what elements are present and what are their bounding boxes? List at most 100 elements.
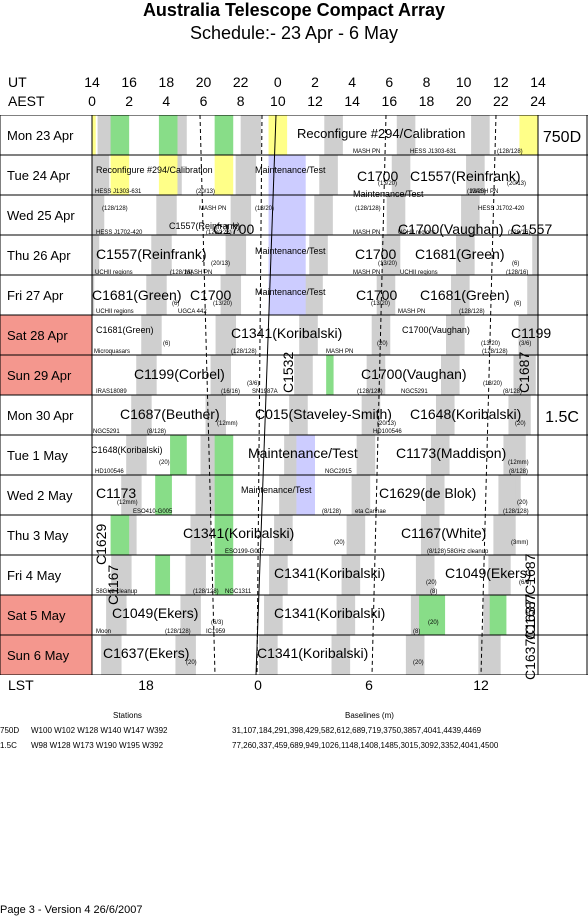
time-band (314, 195, 333, 235)
block-label: NGC5291 (93, 429, 120, 435)
time-band (92, 275, 95, 315)
block-label: (20) (334, 540, 345, 546)
page-subtitle: Schedule:- 23 Apr - 6 May (189, 23, 399, 43)
block-label: (13/20) (378, 181, 398, 187)
block-label: (20/13) (211, 261, 231, 267)
time-band (268, 195, 306, 235)
block-label: C1700(Vaughan) (398, 221, 504, 237)
day-label: Mon 30 Apr (7, 408, 74, 423)
time-band (471, 115, 490, 155)
block-label: C1637(Ekers) (103, 645, 190, 661)
block-label: (20) (186, 660, 197, 666)
block-label: MASH PN (398, 309, 426, 315)
block-label: (128/16) (508, 230, 531, 236)
time-band (106, 595, 127, 635)
time-band (110, 155, 130, 195)
schedule-grid: Mon 23 Apr Tue 24 Apr Wed 25 Apr Thu 26 Apr… (0, 115, 588, 675)
footer-config-15c: 1.5C (0, 741, 17, 750)
block-label: UCHII regions (95, 270, 133, 276)
time-band (304, 275, 323, 315)
time-band (341, 555, 361, 595)
block-label: (20) (413, 660, 424, 666)
footer-stations-15c: W98 W128 W173 W190 W195 W392 (31, 741, 164, 750)
aest-tick: 12 (307, 93, 323, 109)
block-label: Reconfigure #294/Calibration (96, 165, 213, 175)
time-band (268, 235, 306, 275)
block-label: C1637/C1687 (522, 593, 538, 680)
time-band (141, 315, 162, 355)
block-label: SN1987A (252, 389, 278, 395)
block-label: (128/128) (355, 206, 381, 212)
time-band (461, 195, 480, 235)
block-label: C1681(Green) (96, 325, 154, 335)
block-label: (6) (172, 301, 180, 307)
day-label: Sun 29 Apr (7, 368, 72, 383)
time-band (97, 115, 115, 155)
block-label: HD100546 (95, 469, 124, 475)
time-band (214, 435, 234, 475)
block-label: (128/16) (506, 270, 529, 276)
block-label: Reconfigure #294/Calibration (297, 126, 466, 141)
block-label: (128/128) (193, 589, 219, 595)
time-band (126, 435, 147, 475)
lst-tick: 0 (254, 677, 262, 693)
block-label: C1341(Koribalski) (183, 525, 295, 541)
block-label: (8) (430, 589, 438, 595)
block-label: (128/128) (102, 206, 128, 212)
day-label: Fri 27 Apr (7, 288, 64, 303)
time-band (489, 595, 507, 635)
time-band (215, 315, 237, 355)
time-band (121, 475, 142, 515)
lst-marker (199, 115, 216, 675)
aest-tick: 0 (88, 93, 96, 109)
block-label: C1341(Koribalski) (231, 325, 343, 341)
block-label: MASH PN (185, 270, 213, 276)
block-label: (20) (517, 500, 528, 506)
block-label: (20/13) (507, 181, 527, 187)
time-band (110, 115, 130, 155)
day-label: Thu 3 May (7, 528, 69, 543)
time-band (326, 355, 334, 395)
block-label: C1557 (511, 221, 553, 237)
time-band (131, 395, 152, 435)
aest-tick: 8 (236, 93, 245, 109)
time-band (185, 555, 206, 595)
block-label: (128/128) (459, 309, 485, 315)
time-band (451, 275, 470, 315)
time-band (214, 555, 234, 595)
lst-marker (480, 115, 497, 675)
lst-label: LST (8, 677, 34, 693)
time-band (381, 235, 401, 275)
time-band (456, 235, 475, 275)
time-band (299, 315, 318, 355)
time-band (386, 195, 406, 235)
time-band (346, 515, 366, 555)
ut-tick: 18 (158, 74, 175, 90)
block-label: C1648(Koribalski) (410, 406, 522, 422)
block-label: (128/128) (497, 149, 523, 155)
time-band (366, 355, 386, 395)
block-label: Microquasars (94, 349, 131, 355)
page-footer: Page 3 - Version 4 26/6/2007 (0, 904, 143, 916)
time-band (319, 155, 338, 195)
day-label: Mon 23 Apr (7, 128, 74, 143)
block-label: C1700 (357, 168, 399, 184)
block-label: (6/3) (211, 620, 224, 626)
footer-baselines-750d: 31,107,184,291,398,429,582,612,689,719,3… (232, 726, 482, 735)
block-label: (6) (512, 261, 520, 267)
block-label: C1687 (516, 351, 532, 393)
footer-baselines-15c: 77,260,337,459,689,949,1026,1148,1408,14… (232, 741, 499, 750)
time-band (170, 435, 187, 475)
block-label: HESS J1303-631 (410, 149, 457, 155)
ut-tick: 6 (385, 74, 394, 90)
aest-tick: 4 (162, 93, 171, 109)
day-label: Sat 5 May (7, 608, 66, 623)
time-band (101, 635, 122, 675)
time-band (92, 115, 96, 155)
time-band (146, 275, 167, 315)
block-label: C1049(Ekers) (445, 565, 532, 581)
ut-tick: 8 (422, 74, 431, 90)
block-label: (128/128) (482, 349, 508, 355)
block-label: C1629(de Blok) (379, 485, 477, 501)
block-label: (3/6) (247, 381, 260, 387)
